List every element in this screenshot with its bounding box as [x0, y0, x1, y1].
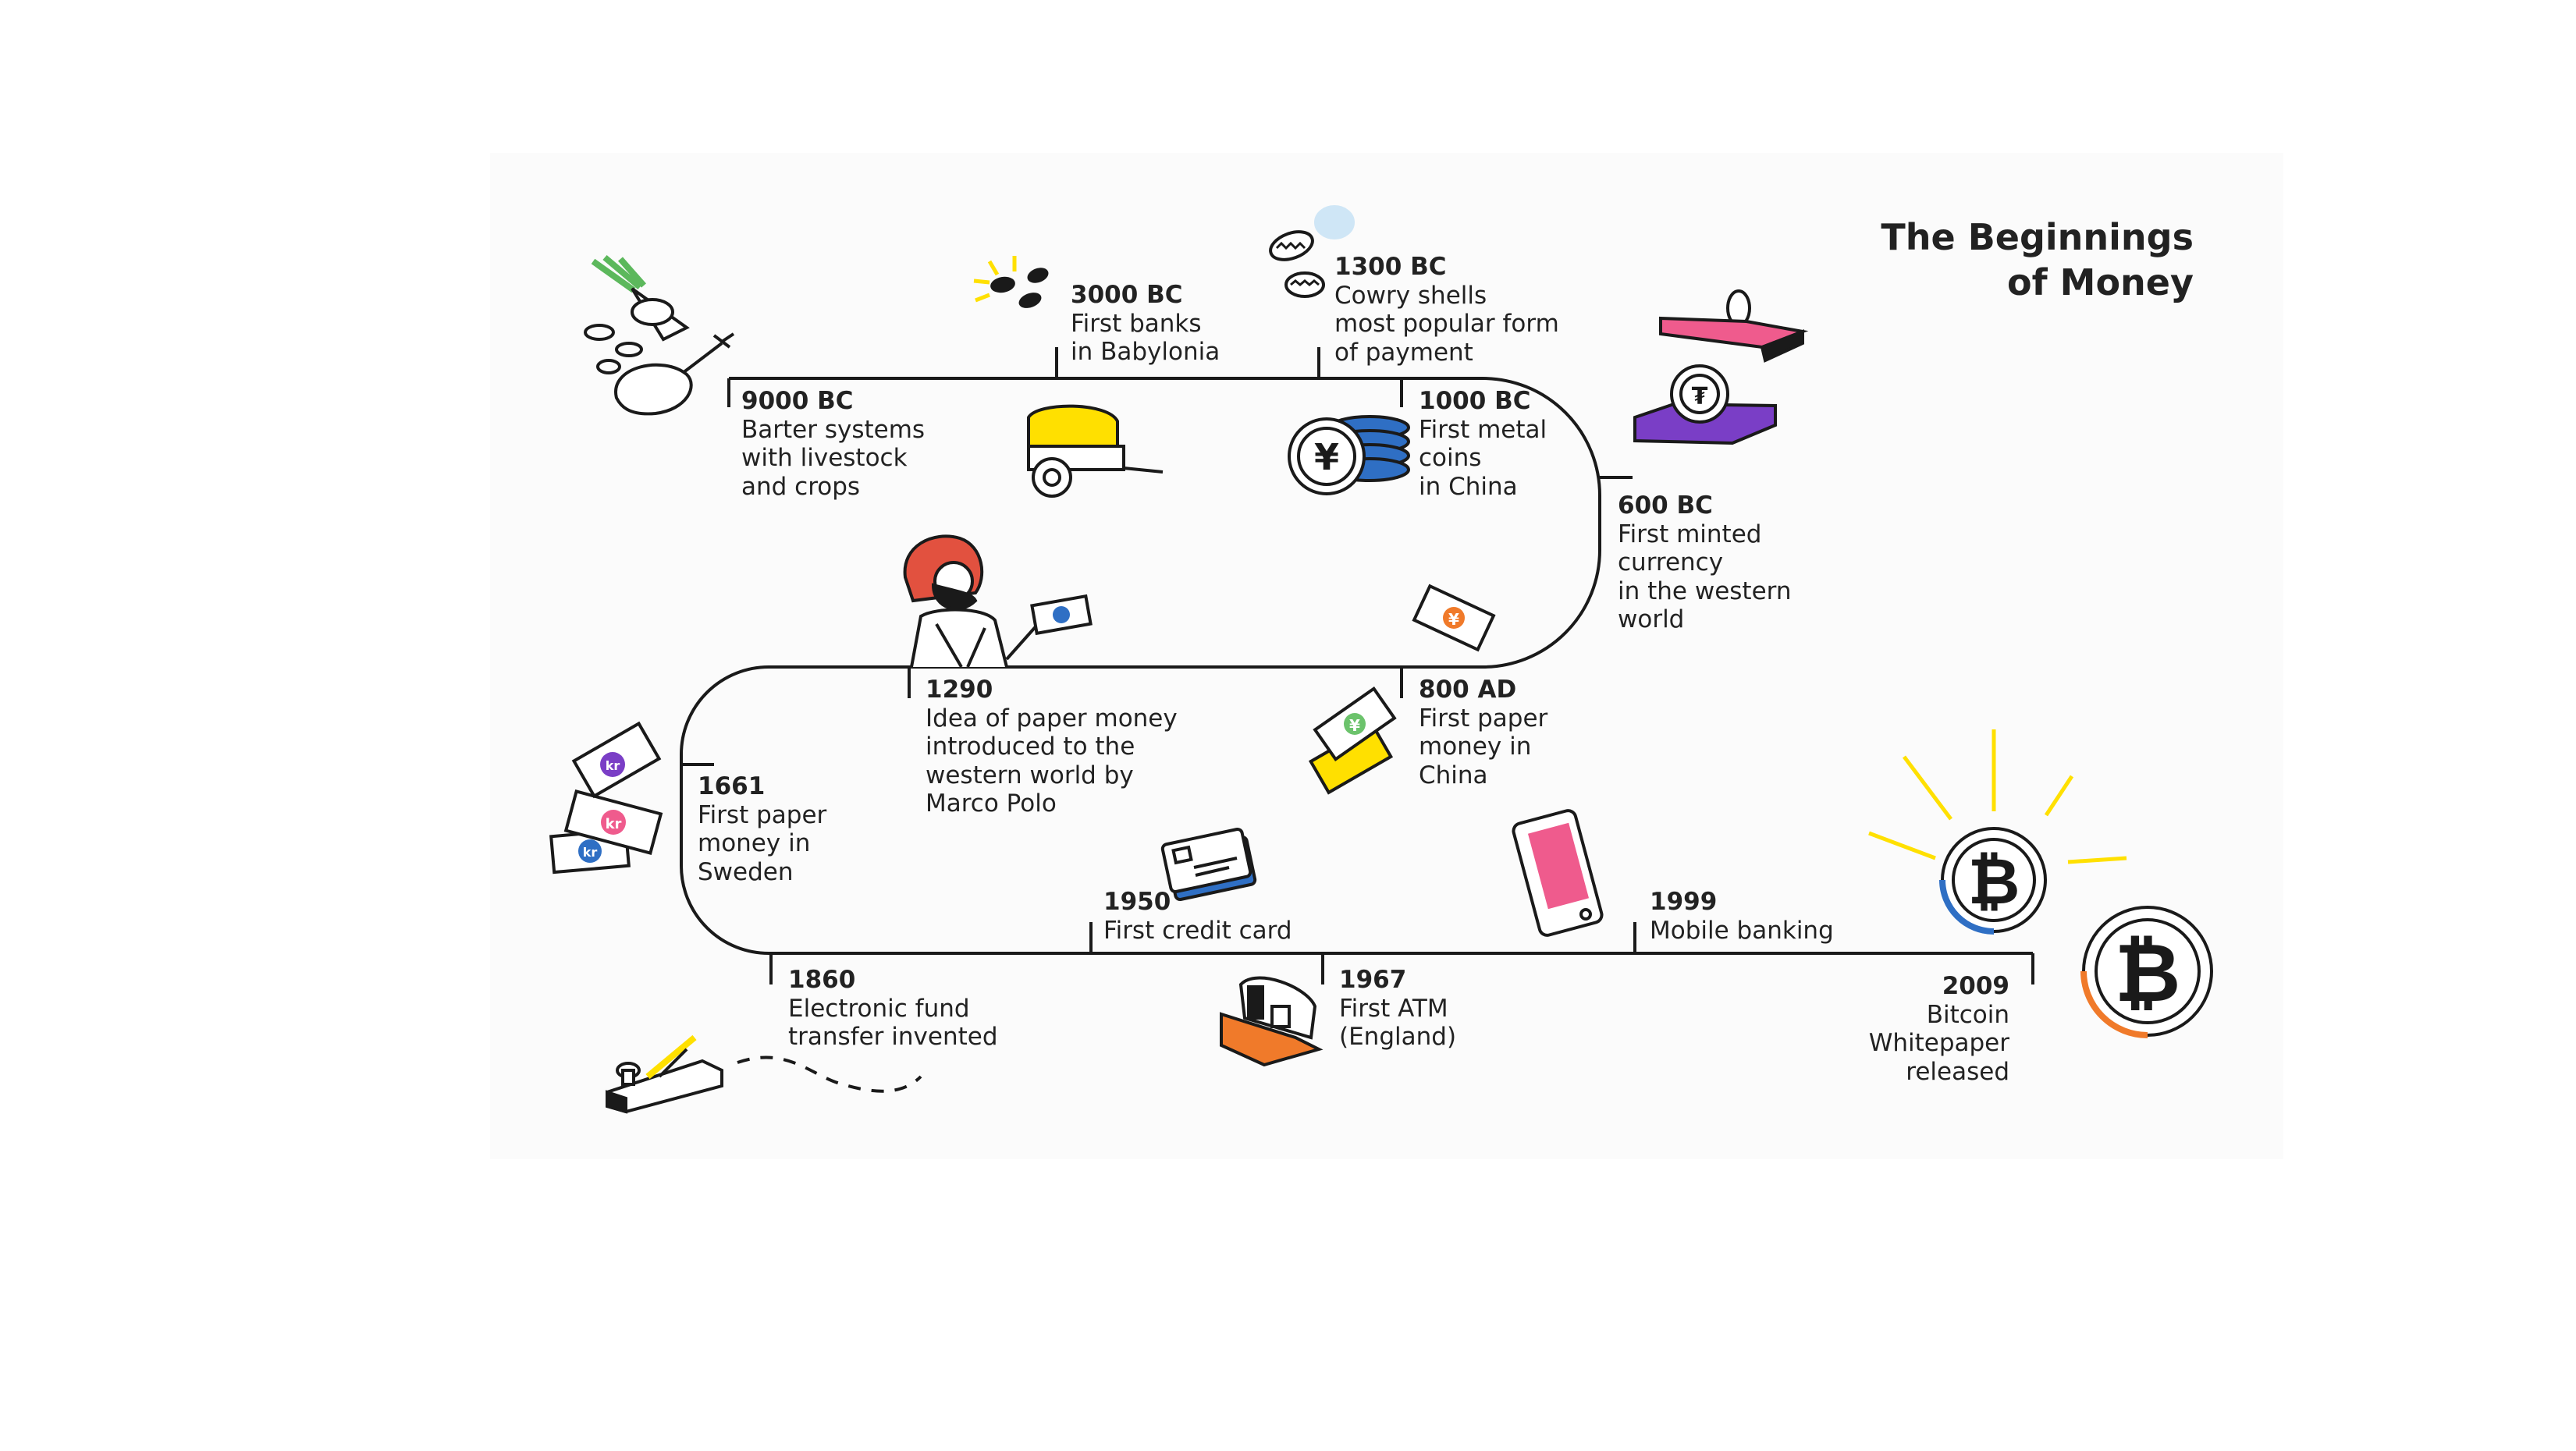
event-year: 1950: [1103, 888, 1171, 916]
event-line: First paper: [1419, 704, 1548, 733]
event-1290: 1290 Idea of paper money introduced to t…: [926, 676, 1178, 818]
event-line: China: [1419, 761, 1488, 789]
event-year: 1300 BC: [1334, 253, 1447, 281]
event-1950: 1950 First credit card: [1103, 888, 1292, 945]
svg-text:kr: kr: [606, 758, 620, 773]
yuan-coins-icon: ¥: [1288, 415, 1410, 495]
event-year: 800 AD: [1419, 676, 1517, 704]
yuan-banknote-icon: ¥: [1412, 584, 1496, 652]
page-title: The Beginnings of Money: [1881, 215, 2194, 305]
timeline-ticks: [681, 347, 2034, 984]
event-2009: 2009 Bitcoin Whitepaper released: [1869, 972, 2009, 1086]
bitcoin-coin-icon: ₿ ₿: [1868, 729, 2213, 1038]
event-3000bc: 3000 BC First banks in Babylonia: [1071, 281, 1220, 367]
event-line: Marco Polo: [926, 789, 1057, 818]
event-year: 9000 BC: [741, 387, 854, 415]
credit-card-icon: [1160, 827, 1257, 902]
atm-icon: [1220, 976, 1324, 1067]
barter-food-icon: [584, 254, 735, 416]
event-line: in the western: [1618, 576, 1792, 605]
event-800ad: 800 AD First paper money in China: [1419, 676, 1547, 789]
svg-text:¥: ¥: [1314, 436, 1339, 478]
event-line: world: [1618, 605, 1685, 633]
event-line: coins: [1419, 444, 1482, 472]
event-line: First ATM: [1339, 994, 1448, 1023]
event-year: 1661: [698, 772, 766, 800]
event-line: Barter systems: [741, 415, 926, 444]
event-line: Idea of paper money: [926, 704, 1178, 733]
event-line: Whitepaper: [1868, 1029, 2009, 1057]
infographic-panel: [490, 153, 2283, 1159]
event-year: 1000 BC: [1419, 387, 1531, 415]
event-line: with livestock: [741, 444, 908, 472]
green-banknotes-icon: ¥: [1308, 686, 1397, 795]
event-year: 600 BC: [1618, 491, 1713, 520]
event-line: First minted: [1618, 520, 1762, 548]
event-9000bc: 9000 BC Barter systems with livestock an…: [741, 387, 925, 501]
svg-text:₮: ₮: [1692, 383, 1708, 410]
event-year: 1999: [1650, 888, 1718, 916]
event-600bc: 600 BC First minted currency in the west…: [1618, 491, 1792, 634]
event-line: Bitcoin: [1926, 1000, 2009, 1029]
event-year: 3000 BC: [1071, 281, 1183, 309]
event-1860: 1860 Electronic fund transfer invented: [788, 966, 998, 1052]
event-line: First metal: [1419, 415, 1547, 444]
event-line: money in: [1419, 733, 1532, 761]
event-line: most popular form: [1334, 310, 1559, 338]
cart-icon: [1027, 404, 1164, 498]
event-line: introduced to the: [926, 733, 1135, 761]
timeline-path: [680, 377, 2033, 955]
coin-minting-press-icon: ₮: [1633, 289, 1809, 445]
event-line: First credit card: [1103, 916, 1292, 945]
event-line: in China: [1419, 472, 1518, 501]
event-1000bc: 1000 BC First metal coins in China: [1419, 387, 1547, 501]
svg-text:₿: ₿: [2115, 925, 2181, 1020]
grain-seeds-icon: [973, 256, 1049, 308]
event-line: of payment: [1334, 338, 1473, 367]
event-year: 2009: [1942, 972, 2009, 1000]
svg-text:¥: ¥: [1349, 716, 1360, 735]
cowry-shells-icon: [1269, 205, 1355, 298]
event-line: Mobile banking: [1650, 916, 1834, 945]
event-year: 1967: [1339, 966, 1407, 994]
svg-text:₿: ₿: [1968, 845, 2020, 919]
svg-text:kr: kr: [606, 816, 622, 832]
event-line: released: [1906, 1057, 2009, 1086]
telegraph-key-icon: [606, 1034, 922, 1114]
marco-polo-icon: [903, 534, 1093, 669]
event-1661: 1661 First paper money in Sweden: [698, 772, 826, 886]
event-line: and crops: [741, 472, 861, 501]
svg-text:kr: kr: [583, 845, 598, 860]
title-line-2: of Money: [2007, 261, 2194, 303]
svg-text:¥: ¥: [1448, 610, 1459, 629]
event-line: Electronic fund: [788, 994, 970, 1023]
title-line-1: The Beginnings: [1881, 216, 2194, 258]
event-line: currency: [1618, 548, 1724, 576]
event-year: 1290: [926, 676, 993, 704]
event-line: money in: [698, 829, 811, 857]
event-1999: 1999 Mobile banking: [1650, 888, 1834, 945]
mobile-phone-icon: [1512, 809, 1604, 937]
event-line: in Babylonia: [1071, 338, 1220, 366]
event-line: First banks: [1071, 309, 1202, 338]
event-1300bc: 1300 BC Cowry shells most popular form o…: [1334, 253, 1559, 367]
event-line: First paper: [698, 800, 827, 829]
event-line: transfer invented: [788, 1023, 998, 1051]
event-line: western world by: [926, 761, 1134, 789]
event-1967: 1967 First ATM (England): [1339, 966, 1456, 1052]
krona-banknotes-icon: kr kr kr: [549, 721, 663, 875]
event-line: (England): [1339, 1023, 1457, 1051]
event-line: Cowry shells: [1334, 281, 1487, 310]
event-year: 1860: [788, 966, 856, 994]
event-line: Sweden: [698, 857, 794, 886]
